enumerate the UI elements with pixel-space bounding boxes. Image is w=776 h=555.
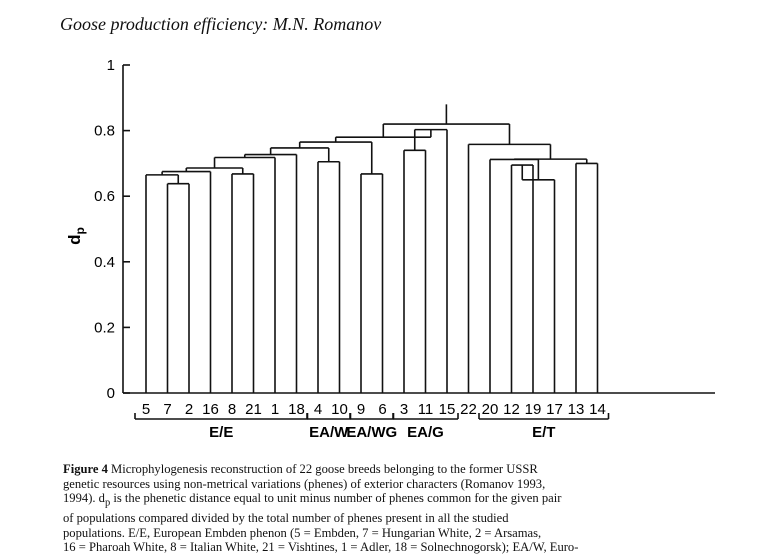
- group-label: E/E: [209, 424, 233, 441]
- caption-line-1: Microphylogenesis reconstruction of 22 g…: [111, 462, 538, 476]
- leaf-label: 8: [228, 401, 236, 418]
- leaf-label: 18: [288, 401, 305, 418]
- leaf-label: 9: [357, 401, 365, 418]
- leaf-label: 2: [185, 401, 193, 418]
- leaf-label: 17: [546, 401, 563, 418]
- y-tick-label: 0.2: [94, 319, 115, 336]
- leaf-label: 20: [482, 401, 499, 418]
- running-title: Goose production efficiency: M.N. Romano…: [60, 14, 382, 34]
- dendrogram-chart: 0 0.2 0.4 0.6 0.8 1 dp 5 7 2 16 8 21 1 18 4 10 9 6 3 11 15 22 2…: [65, 57, 715, 441]
- caption-line-4: of populations compared divided by the t…: [63, 511, 509, 526]
- y-tick-label: 0.6: [94, 188, 115, 205]
- leaf-label: 5: [142, 401, 150, 418]
- caption-line-3a: 1994). d: [63, 491, 105, 506]
- leaf-label: 16: [202, 401, 219, 418]
- y-tick-label: 1: [107, 57, 115, 74]
- caption-line-5: populations. E/E, European Embden phenon…: [63, 525, 542, 540]
- leaf-label: 11: [418, 401, 434, 418]
- caption-line-2: genetic resources using non-metrical var…: [63, 476, 546, 491]
- leaf-label: 15: [439, 401, 456, 418]
- figure-caption: Figure 4 Microphylogenesis reconstructio…: [63, 462, 739, 555]
- leaf-label: 22: [460, 401, 477, 418]
- leaf-label: 14: [589, 401, 606, 418]
- leaf-label: 13: [568, 401, 585, 418]
- leaf-label: 6: [378, 401, 386, 418]
- group-label: EA/G: [407, 424, 444, 441]
- caption-line-3-sub: p: [104, 497, 111, 509]
- caption-line-6: 16 = Pharoah White, 8 = Italian White, 2…: [63, 540, 579, 555]
- group-label: E/T: [532, 424, 555, 441]
- y-axis-label: dp: [65, 227, 87, 245]
- y-tick-label: 0.4: [94, 254, 115, 271]
- y-tick-label: 0.8: [94, 123, 115, 140]
- y-tick-label: 0: [107, 385, 115, 402]
- group-label: EA/W: [309, 424, 349, 441]
- leaf-label: 4: [314, 401, 322, 418]
- caption-line-3b: is the phenetic distance equal to unit m…: [110, 491, 562, 506]
- leaf-label: 3: [400, 401, 408, 418]
- leaf-label: 10: [331, 401, 348, 418]
- leaf-label: 21: [245, 401, 262, 418]
- caption-lead: Figure 4: [63, 462, 108, 476]
- group-label: EA/WG: [346, 424, 397, 441]
- leaf-label: 7: [163, 401, 171, 418]
- leaf-label: 12: [503, 401, 520, 418]
- leaf-label: 1: [271, 401, 279, 418]
- leaf-label: 19: [525, 401, 542, 418]
